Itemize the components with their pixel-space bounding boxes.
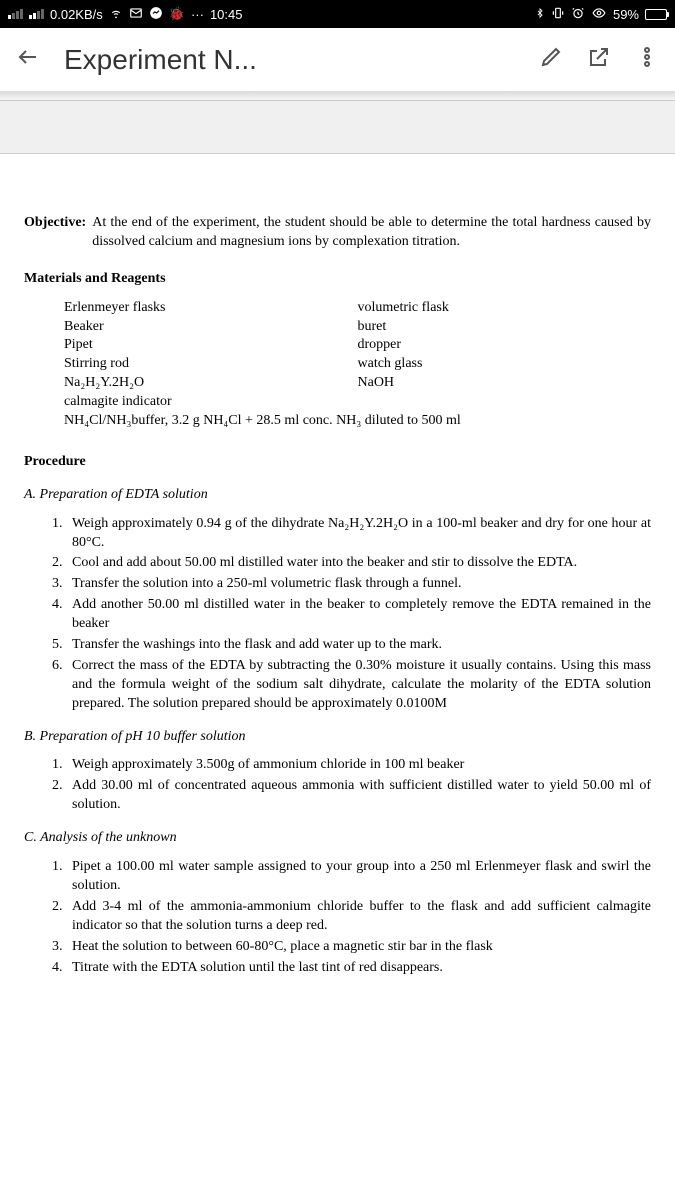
- list-item: Pipet a 100.00 ml water sample assigned …: [66, 858, 651, 896]
- toolbar-shadow: [0, 92, 675, 100]
- wifi-icon: [109, 6, 123, 23]
- data-speed: 0.02KB/s: [50, 7, 103, 22]
- signal-icon-1: [8, 9, 23, 19]
- material-item: Stirring rod: [64, 355, 358, 374]
- page-gap: [0, 100, 675, 154]
- document-content[interactable]: Objective: At the end of the experiment,…: [0, 154, 675, 1003]
- material-item: NH₄Cl/NH₃buffer, 3.2 g NH₄Cl + 28.5 ml c…: [64, 412, 651, 431]
- status-bar: 0.02KB/s 🐞 ··· 10:45 59%: [0, 0, 675, 28]
- signal-icon-2: [29, 9, 44, 19]
- material-item: Erlenmeyer flasks: [64, 299, 358, 318]
- objective-label: Objective:: [24, 214, 86, 252]
- back-button[interactable]: [16, 45, 40, 74]
- section-b-title: B. Preparation of pH 10 buffer solution: [24, 728, 651, 747]
- list-item: Cool and add about 50.00 ml distilled wa…: [66, 554, 651, 573]
- bug-icon: 🐞: [169, 6, 185, 22]
- battery-percentage: 59%: [613, 7, 639, 22]
- materials-heading: Materials and Reagents: [24, 270, 651, 289]
- list-item: Titrate with the EDTA solution until the…: [66, 959, 651, 978]
- eye-icon: [591, 6, 607, 23]
- edit-button[interactable]: [539, 45, 563, 74]
- material-item: calmagite indicator: [64, 393, 651, 412]
- messenger-icon: [149, 6, 163, 23]
- clock-time: 10:45: [210, 7, 243, 22]
- list-item: Add 3-4 ml of the ammonia-ammonium chlor…: [66, 898, 651, 936]
- list-item: Weigh approximately 0.94 g of the dihydr…: [66, 515, 651, 553]
- section-c-title: C. Analysis of the unknown: [24, 829, 651, 848]
- mail-icon: [129, 6, 143, 23]
- section-b-list: Weigh approximately 3.500g of ammonium c…: [24, 756, 651, 815]
- material-item: Pipet: [64, 336, 358, 355]
- vibrate-icon: [551, 6, 565, 23]
- section-c-list: Pipet a 100.00 ml water sample assigned …: [24, 858, 651, 977]
- list-item: Weigh approximately 3.500g of ammonium c…: [66, 756, 651, 775]
- more-menu-button[interactable]: [635, 45, 659, 74]
- list-item: Heat the solution to between 60-80°C, pl…: [66, 938, 651, 957]
- list-item: Add another 50.00 ml distilled water in …: [66, 596, 651, 634]
- material-item: NaOH: [358, 374, 652, 393]
- list-item: Correct the mass of the EDTA by subtract…: [66, 657, 651, 714]
- material-item: volumetric flask: [358, 299, 652, 318]
- more-icon: ···: [191, 7, 204, 22]
- material-item: Na₂H₂Y.2H₂O: [64, 374, 358, 393]
- list-item: Transfer the washings into the flask and…: [66, 636, 651, 655]
- app-bar: Experiment N...: [0, 28, 675, 92]
- material-item: Beaker: [64, 318, 358, 337]
- list-item: Transfer the solution into a 250-ml volu…: [66, 575, 651, 594]
- objective-text: At the end of the experiment, the studen…: [92, 214, 651, 252]
- bluetooth-icon: [535, 6, 545, 23]
- material-item: dropper: [358, 336, 652, 355]
- section-a-title: A. Preparation of EDTA solution: [24, 486, 651, 505]
- material-item: watch glass: [358, 355, 652, 374]
- open-external-button[interactable]: [587, 45, 611, 74]
- procedure-heading: Procedure: [24, 453, 651, 472]
- alarm-icon: [571, 6, 585, 23]
- list-item: Add 30.00 ml of concentrated aqueous amm…: [66, 777, 651, 815]
- section-a-list: Weigh approximately 0.94 g of the dihydr…: [24, 515, 651, 714]
- page-title: Experiment N...: [64, 44, 515, 76]
- material-item: buret: [358, 318, 652, 337]
- battery-icon: [645, 9, 667, 20]
- materials-list: Erlenmeyer flasks Beaker Pipet Stirring …: [24, 299, 651, 431]
